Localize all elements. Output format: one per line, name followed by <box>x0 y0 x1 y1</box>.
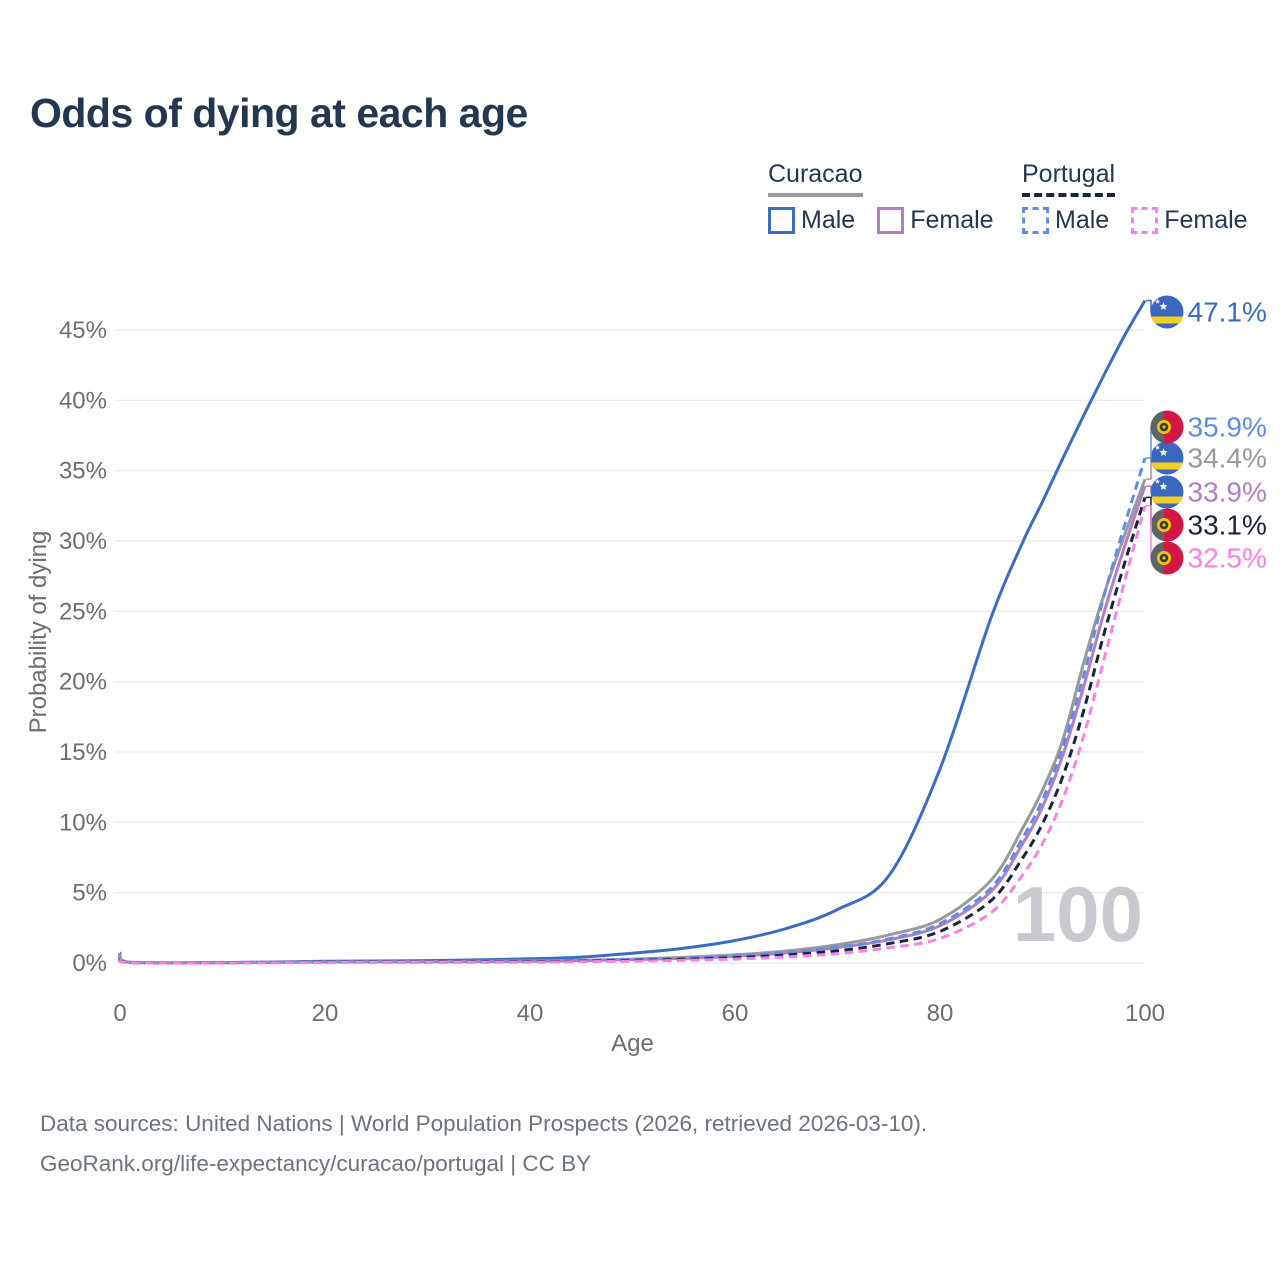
end-value-label-curacao-female: 33.9% <box>1188 477 1267 508</box>
y-tick-label: 0% <box>72 950 107 977</box>
legend-item-label: Male <box>1055 206 1110 234</box>
end-value-label-portugal-combined: 33.1% <box>1188 510 1267 541</box>
legend-item-curacao-male[interactable]: Male <box>768 206 855 235</box>
legend-group-curacao: Curacao Male Female <box>768 160 1016 235</box>
portugal-flag-icon <box>1150 410 1184 444</box>
series-line-curacao-female <box>117 485 1147 965</box>
x-tick-label: 80 <box>927 1000 954 1027</box>
end-value-label-portugal-female: 32.5% <box>1188 543 1267 574</box>
y-tick-label: 20% <box>59 669 107 696</box>
series-line-portugal-female <box>117 505 1147 965</box>
series-line-portugal-male <box>117 457 1147 965</box>
age-counter-watermark: 100 <box>1013 870 1143 958</box>
legend-group-label-portugal: Portugal <box>1022 160 1116 197</box>
legend-item-label: Female <box>910 206 994 234</box>
y-tick-label: 35% <box>59 458 107 485</box>
curacao-flag-icon <box>1150 441 1184 475</box>
legend: Curacao Male Female Portugal Male <box>0 160 1280 250</box>
x-tick-label: 40 <box>517 1000 544 1027</box>
legend-group-label-curacao: Curacao <box>768 160 863 197</box>
legend-item-portugal-male[interactable]: Male <box>1022 206 1109 235</box>
series-line-portugal-combined <box>117 496 1147 965</box>
y-axis-title: Probability of dying <box>25 531 52 734</box>
source-url-line: GeoRank.org/life-expectancy/curacao/port… <box>40 1151 592 1176</box>
legend-item-curacao-female[interactable]: Female <box>877 206 994 235</box>
curacao-female-swatch-icon <box>877 207 905 234</box>
curacao-flag-icon <box>1150 475 1184 509</box>
y-tick-label: 30% <box>59 528 107 555</box>
x-tick-label: 0 <box>113 1000 126 1027</box>
y-tick-label: 45% <box>59 317 107 344</box>
portugal-flag-icon <box>1150 541 1184 575</box>
y-tick-label: 25% <box>59 598 107 625</box>
portugal-male-swatch-icon <box>1022 207 1049 234</box>
y-tick-label: 40% <box>59 387 107 414</box>
x-axis-title: Age <box>611 1030 654 1057</box>
legend-item-label: Female <box>1164 206 1248 234</box>
end-value-label-curacao-combined: 34.4% <box>1188 443 1267 474</box>
x-tick-label: 20 <box>312 1000 339 1027</box>
legend-item-label: Male <box>801 206 856 234</box>
y-tick-label: 5% <box>72 880 107 907</box>
legend-group-portugal: Portugal Male Female <box>1022 160 1270 235</box>
end-value-label-portugal-male: 35.9% <box>1188 412 1267 443</box>
portugal-female-swatch-icon <box>1131 207 1159 234</box>
x-tick-label: 100 <box>1125 1000 1165 1027</box>
data-sources-line: Data sources: United Nations | World Pop… <box>40 1111 928 1136</box>
legend-row: Male Female <box>1022 206 1270 235</box>
legend-row: Male Female <box>768 206 1016 235</box>
y-tick-label: 15% <box>59 739 107 766</box>
legend-item-portugal-female[interactable]: Female <box>1131 206 1248 235</box>
x-tick-label: 60 <box>722 1000 749 1027</box>
y-tick-label: 10% <box>59 809 107 836</box>
curacao-male-swatch-icon <box>768 207 795 234</box>
end-value-label-curacao-male: 47.1% <box>1188 297 1267 328</box>
curacao-flag-icon <box>1150 295 1184 329</box>
source-attribution: Data sources: United Nations | World Pop… <box>40 1104 927 1184</box>
end-label-connector-portugal-female <box>1146 505 1153 559</box>
page-title: Odds of dying at each age <box>30 90 528 136</box>
portugal-flag-icon <box>1150 508 1184 542</box>
